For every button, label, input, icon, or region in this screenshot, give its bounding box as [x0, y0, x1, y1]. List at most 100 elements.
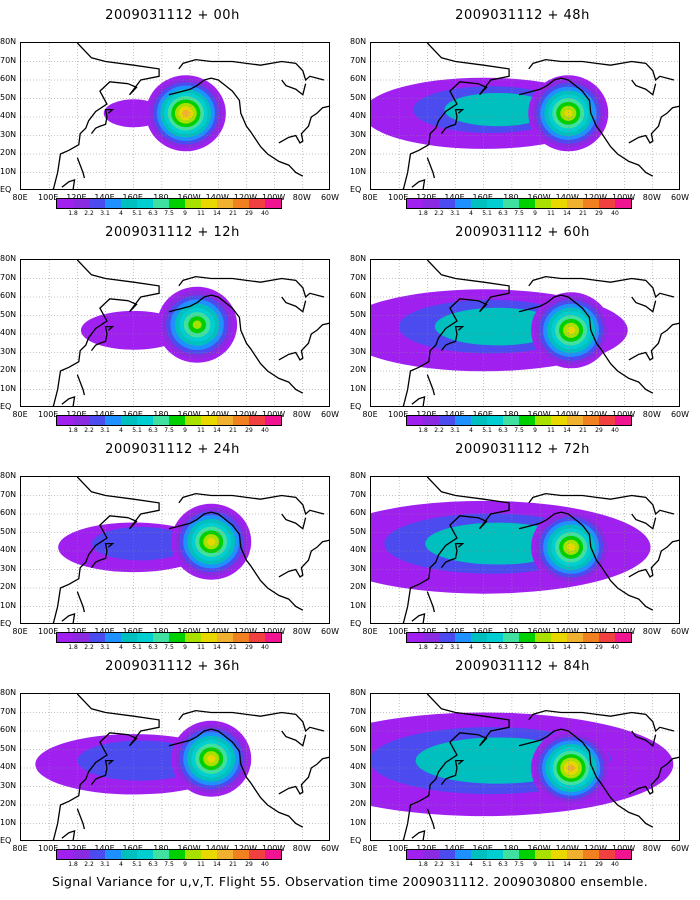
- colorbar-swatch: [535, 850, 551, 859]
- x-tick-label: 100E: [38, 410, 59, 419]
- colorbar-swatch: [249, 633, 265, 642]
- y-tick-label: 20N: [350, 148, 367, 157]
- coastline: [52, 694, 160, 840]
- coastline: [426, 591, 436, 613]
- coastline: [61, 829, 76, 840]
- colorbar-label: 40: [611, 427, 619, 434]
- x-tick-label: 180: [503, 410, 519, 419]
- colorbar-swatch: [615, 199, 631, 208]
- colorbar-label: 4: [119, 644, 123, 651]
- colorbar-label: 29: [595, 210, 603, 217]
- colorbar-label: 2.2: [84, 644, 94, 651]
- coastline: [52, 43, 160, 189]
- colorbar-swatch: [519, 199, 535, 208]
- map-area: [20, 476, 330, 624]
- x-tick-label: 100W: [262, 844, 286, 853]
- colorbar-label: 11: [197, 644, 205, 651]
- colorbar-swatch: [105, 850, 121, 859]
- chart-panel: 2009031112 + 60h EQ 10N 20N 30N 40N 50N 60N 70N 8…: [350, 217, 695, 435]
- figure-caption: Signal Variance for u,v,T. Flight 55. Ob…: [51, 874, 649, 889]
- colorbar-swatch: [407, 850, 423, 859]
- coastline: [518, 511, 654, 611]
- y-tick-label: 60N: [350, 291, 367, 300]
- colorbar-label: 6.3: [148, 427, 158, 434]
- colorbar-swatch: [233, 850, 249, 859]
- x-tick-label: 80W: [292, 844, 311, 853]
- map-area: [370, 693, 680, 841]
- coastline: [628, 756, 679, 795]
- y-tick-label: 80N: [350, 688, 367, 697]
- colorbar-label: 9: [533, 427, 537, 434]
- coastline: [168, 511, 304, 611]
- coastline: [168, 728, 304, 828]
- x-tick-label: 80W: [642, 410, 661, 419]
- colorbar-swatch: [599, 633, 615, 642]
- colorbar-swatch: [455, 416, 471, 425]
- colorbar-swatch: [599, 199, 615, 208]
- x-tick-label: 60W: [670, 627, 690, 636]
- colorbar-label: 14: [213, 427, 221, 434]
- coastline: [281, 296, 307, 313]
- x-tick-label: 160E: [472, 627, 493, 636]
- y-tick-label: 50N: [350, 526, 367, 536]
- colorbar-label: 14: [213, 210, 221, 217]
- coastline: [440, 108, 465, 135]
- colorbar-swatch: [249, 416, 265, 425]
- colorbar-label: 2.2: [434, 210, 444, 217]
- x-tick-label: 160W: [527, 410, 551, 419]
- colorbar-label: 4: [119, 861, 123, 868]
- colorbar-swatch: [615, 416, 631, 425]
- y-tick-label: 20N: [0, 582, 17, 591]
- map-area: [370, 259, 680, 407]
- colorbar-swatch: [503, 199, 519, 208]
- colorbar-label: 9: [183, 427, 187, 434]
- colorbar-swatch: [455, 633, 471, 642]
- x-tick-label: 140E: [444, 844, 465, 853]
- colorbar-label: 7.5: [514, 210, 524, 217]
- y-tick-label: 10N: [0, 166, 17, 176]
- colorbar-swatch: [583, 850, 599, 859]
- y-tick-label: 50N: [0, 743, 17, 753]
- x-tick-label: 100W: [262, 627, 286, 636]
- y-tick-label: 80N: [0, 37, 17, 46]
- y-tick-label: 40N: [0, 545, 17, 554]
- colorbar-label: 1.8: [68, 861, 78, 868]
- colorbar-label: 21: [579, 861, 587, 868]
- colorbar-label: 9: [533, 210, 537, 217]
- colorbar-swatch: [535, 199, 551, 208]
- y-tick-label: 80N: [0, 471, 17, 480]
- colorbar-swatch: [153, 199, 169, 208]
- coastline: [628, 322, 679, 361]
- colorbar-label: 11: [547, 861, 555, 868]
- coastline: [631, 513, 657, 530]
- colorbar-label: 5.1: [132, 210, 142, 217]
- y-tick-label: 80N: [350, 37, 367, 46]
- colorbar-label: 6.3: [148, 644, 158, 651]
- y-tick-label: 10N: [350, 600, 367, 610]
- coastline: [628, 539, 679, 578]
- y-tick-label: EQ: [0, 836, 12, 845]
- colorbar-swatch: [73, 850, 89, 859]
- y-tick-label: 10N: [350, 166, 367, 176]
- colorbar-swatch: [89, 850, 105, 859]
- colorbar-swatch: [233, 416, 249, 425]
- colorbar-swatch: [169, 850, 185, 859]
- y-tick-label: EQ: [350, 185, 362, 194]
- x-tick-label: 60W: [320, 627, 340, 636]
- colorbar-label: 40: [611, 644, 619, 651]
- x-tick-label: 80W: [642, 627, 661, 636]
- colorbar-label: 1.8: [418, 210, 428, 217]
- y-tick-label: 60N: [0, 74, 17, 83]
- coastline: [528, 709, 675, 733]
- coastline: [402, 694, 510, 840]
- colorbar-label: 1.8: [418, 861, 428, 868]
- colorbar-swatch: [439, 416, 455, 425]
- colorbar: [406, 415, 632, 426]
- x-tick-label: 80E: [362, 844, 378, 853]
- chart-panel: 2009031112 + 84h EQ 10N 20N 30N 40N 50N 60N 70N 8…: [350, 651, 695, 869]
- colorbar-label: 7.5: [514, 861, 524, 868]
- x-tick-label: 120W: [583, 844, 608, 853]
- colorbar-swatch: [265, 199, 281, 208]
- colorbar-label: 11: [547, 644, 555, 651]
- colorbar-swatch: [185, 850, 201, 859]
